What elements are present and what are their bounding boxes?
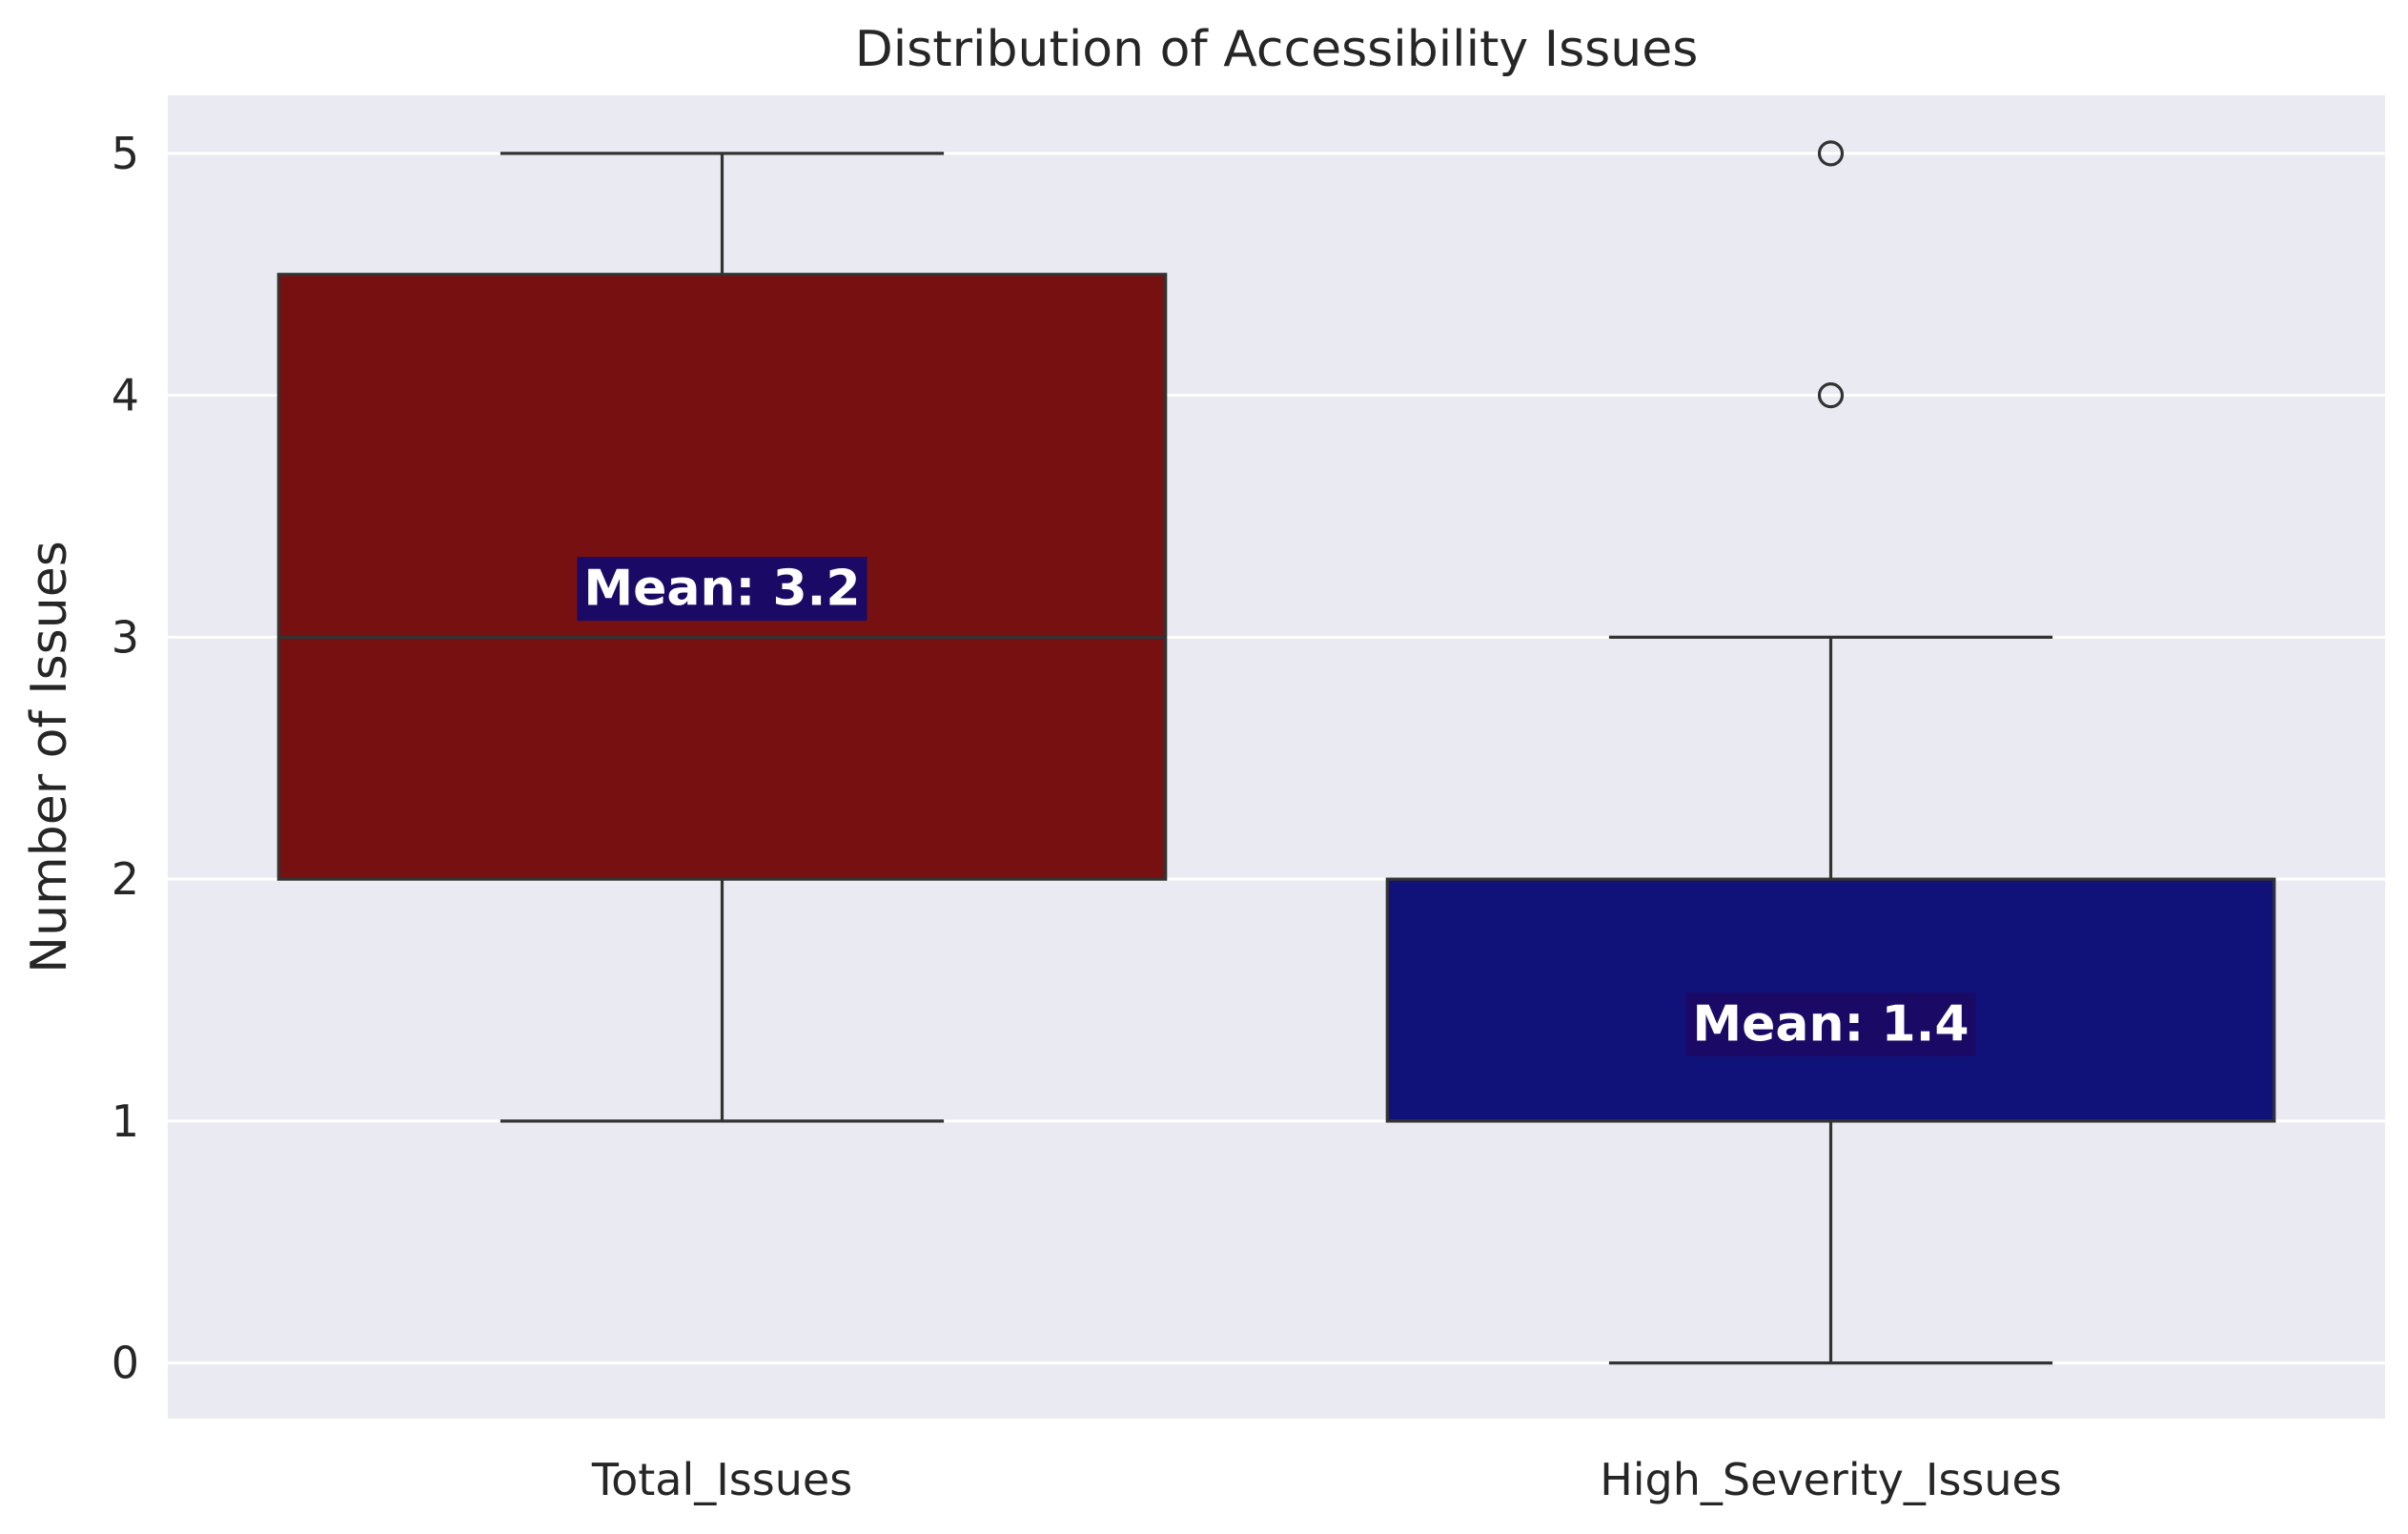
y-tick-label: 0 [112, 1338, 139, 1389]
mean-label-box [577, 557, 867, 622]
x-tick-label: High_Severity_Issues [1600, 1454, 2062, 1505]
chart-title: Distribution of Accessibility Issues [855, 21, 1699, 78]
y-tick-label: 1 [112, 1095, 139, 1147]
axes: 0 1 2 3 4 5 Total_Issues High_Severity_Issues [112, 128, 2062, 1505]
mean-label: Mean: 1.4 [1692, 995, 1969, 1053]
y-tick-label: 2 [112, 853, 139, 905]
outlier-point-1[interactable] [1817, 140, 1845, 167]
outlier-point-0[interactable] [1817, 382, 1845, 409]
x-tick-label: Total_Issues [591, 1454, 852, 1505]
y-tick-label: 5 [112, 128, 139, 179]
y-tick-label: 3 [112, 611, 139, 663]
mean-label-box [1685, 992, 1976, 1056]
mean-label-group-1: Mean: 1.4 [1685, 992, 1976, 1056]
box-series [276, 140, 2276, 1365]
y-axis-label: Number of Issues [21, 541, 78, 973]
mean-labels: Mean: 3.2 Mean: 1.4 [577, 557, 1976, 1056]
y-tick-label: 4 [112, 370, 139, 421]
mean-label: Mean: 3.2 [583, 561, 860, 618]
mean-label-group-0: Mean: 3.2 [577, 557, 867, 622]
